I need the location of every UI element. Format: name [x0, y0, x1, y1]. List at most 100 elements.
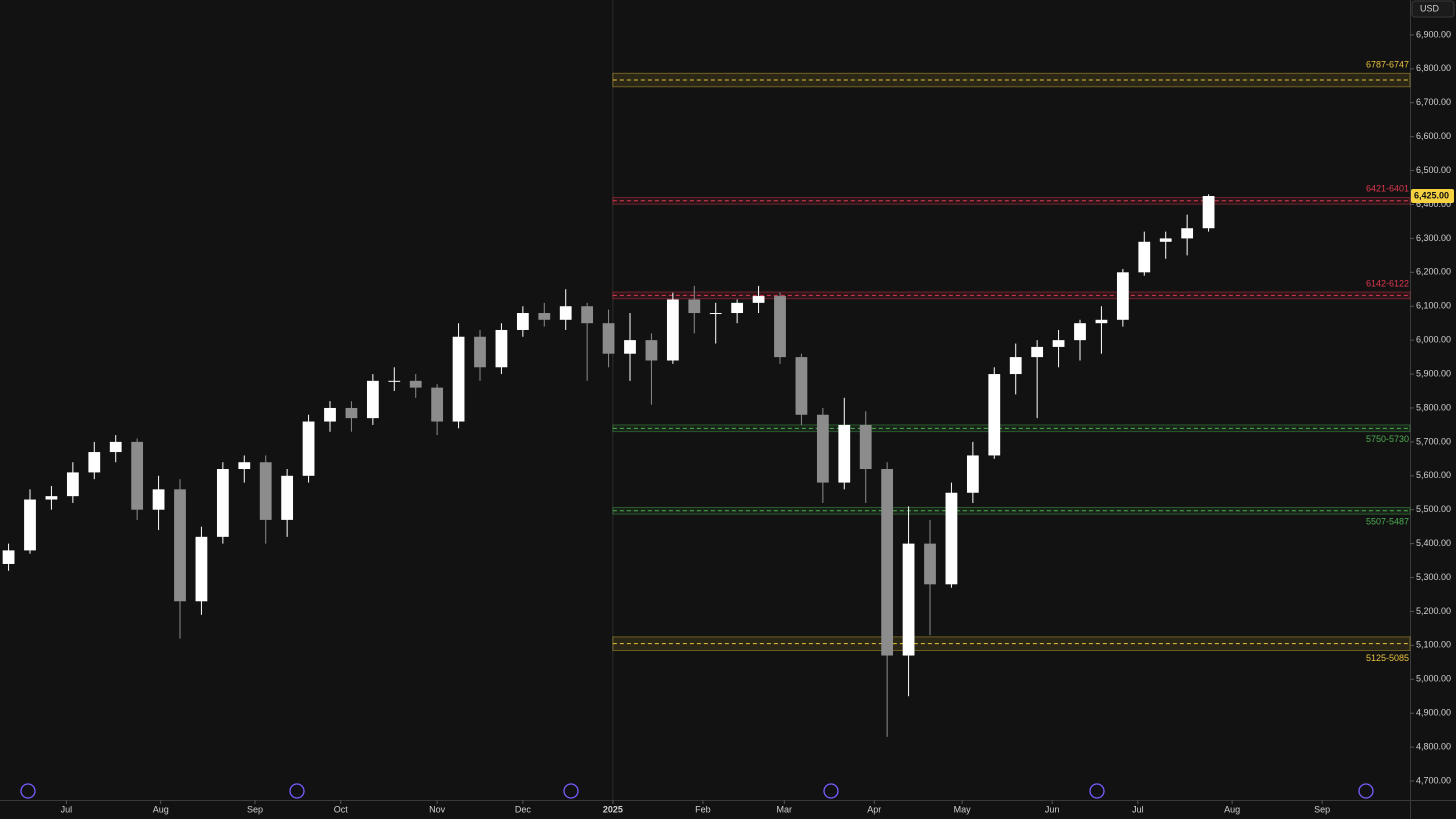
candle-body — [152, 489, 165, 510]
candle-body — [709, 313, 722, 315]
candle-body — [1116, 272, 1129, 320]
y-tick-label: 4,800.00 — [1416, 741, 1451, 751]
candle-body — [602, 323, 615, 354]
y-tick-label: 6,800.00 — [1416, 63, 1451, 73]
candle-body — [581, 306, 594, 324]
candle-body — [1074, 323, 1086, 341]
y-tick-label: 5,600.00 — [1416, 470, 1451, 480]
x-tick-label: Jul — [61, 804, 73, 814]
zone-label: 6787-6747 — [1366, 60, 1409, 70]
candle-body — [131, 441, 144, 510]
y-tick-label: 6,000.00 — [1416, 335, 1451, 345]
candle-body — [174, 489, 186, 602]
candle-body — [109, 441, 122, 453]
candle-body — [666, 299, 679, 361]
zone-label: 5750-5730 — [1366, 434, 1409, 444]
candle-body — [624, 340, 636, 354]
candle-body — [881, 469, 894, 656]
x-tick-label: Nov — [429, 804, 446, 814]
x-tick-label: May — [954, 804, 972, 814]
y-tick-label: 6,600.00 — [1416, 131, 1451, 141]
y-tick-label: 4,900.00 — [1416, 708, 1451, 718]
x-tick-label: Mar — [777, 804, 793, 814]
zone-label: 6421-6401 — [1366, 184, 1409, 194]
candle-body — [259, 462, 272, 520]
candle-body — [774, 296, 786, 358]
x-tick-label: Jul — [1132, 804, 1144, 814]
candle-body — [24, 499, 36, 551]
candle-body — [281, 475, 294, 520]
y-tick-label: 5,200.00 — [1416, 606, 1451, 616]
y-tick-label: 6,900.00 — [1416, 29, 1451, 39]
candle-body — [195, 536, 208, 602]
event-icon[interactable] — [823, 783, 839, 799]
candle-body — [945, 492, 958, 585]
event-icons — [20, 783, 1374, 799]
candle-body — [238, 462, 251, 470]
candle-body — [1202, 196, 1215, 229]
y-tick-label: 6,200.00 — [1416, 267, 1451, 277]
x-tick-label: Sep — [247, 804, 263, 814]
last-price-tag — [1411, 189, 1454, 204]
y-tick-label: 6,500.00 — [1416, 165, 1451, 175]
event-icon[interactable] — [1089, 783, 1105, 799]
candle-body — [431, 387, 444, 422]
zone-label: 5125-5085 — [1366, 653, 1409, 663]
candle-body — [1159, 238, 1172, 242]
candle-body — [816, 414, 829, 483]
y-tick-label: 4,700.00 — [1416, 775, 1451, 785]
candle-body — [538, 313, 551, 320]
candle-body — [324, 407, 336, 422]
candle-body — [688, 299, 701, 314]
zone-label: 5507-5487 — [1366, 516, 1409, 526]
y-tick-label: 6,100.00 — [1416, 301, 1451, 311]
candle-body — [559, 306, 572, 320]
currency: USD — [1420, 3, 1440, 13]
candle-body — [516, 313, 529, 330]
currency-box[interactable] — [1411, 0, 1455, 18]
candle-body — [924, 543, 936, 585]
event-icon[interactable] — [1358, 783, 1374, 799]
candle-body — [366, 380, 379, 419]
candle-body — [731, 302, 744, 314]
event-icon[interactable] — [20, 783, 36, 799]
y-tick-label: 5,700.00 — [1416, 436, 1451, 446]
candle-body — [66, 472, 79, 497]
candle-body — [388, 380, 401, 382]
candle-body — [1181, 228, 1194, 239]
candle-body — [45, 496, 58, 500]
x-tick-label: Feb — [695, 804, 711, 814]
candle-body — [902, 543, 915, 656]
candle-body — [1031, 346, 1044, 358]
x-tick-label: Dec — [515, 804, 532, 814]
event-icon[interactable] — [289, 783, 305, 799]
x-tick-label: Aug — [1224, 804, 1240, 814]
candle-body — [966, 455, 979, 493]
x-tick-label: Jun — [1045, 804, 1060, 814]
candle-body — [859, 424, 872, 470]
candle-body — [1095, 319, 1108, 324]
candle-body — [838, 424, 851, 483]
candle-body — [302, 421, 315, 476]
y-tick-label: 5,100.00 — [1416, 640, 1451, 650]
candle-body — [752, 296, 765, 303]
candle-body — [409, 380, 422, 388]
x-tick-label: Oct — [334, 804, 349, 814]
candle-body — [88, 452, 101, 473]
candle-body — [1009, 357, 1022, 375]
y-tick-label: 5,500.00 — [1416, 504, 1451, 514]
candle-body — [1052, 340, 1065, 347]
candle-body — [495, 329, 508, 368]
y-tick-label: 5,800.00 — [1416, 402, 1451, 412]
y-tick-label: 5,000.00 — [1416, 674, 1451, 684]
candle-body — [795, 357, 808, 415]
y-tick-label: 6,300.00 — [1416, 233, 1451, 243]
y-tick-label: 6,700.00 — [1416, 97, 1451, 107]
candle-body — [345, 407, 358, 419]
candle-body — [452, 336, 465, 422]
x-tick-label: 2025 — [603, 804, 623, 814]
event-icon[interactable] — [563, 783, 579, 799]
